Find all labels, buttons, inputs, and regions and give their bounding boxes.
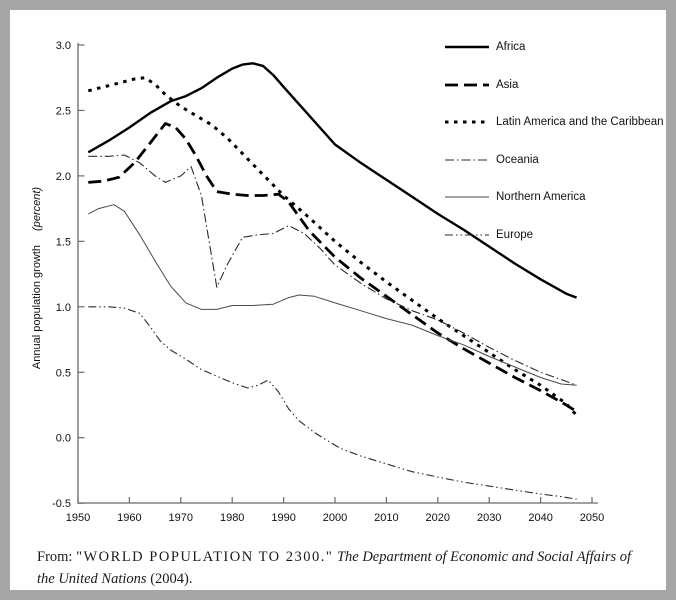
chart-legend: Africa Asia Latin America and the Caribbea… bbox=[444, 36, 664, 261]
legend-item-latin-america-and-the-caribbean: Latin America and the Caribbean bbox=[444, 111, 664, 133]
legend-label: Asia bbox=[496, 78, 519, 91]
y-tick-label: 2.0 bbox=[56, 171, 71, 183]
legend-label: Africa bbox=[496, 41, 526, 53]
x-tick-label: 1950 bbox=[66, 512, 90, 524]
y-tick-label: 3.0 bbox=[56, 40, 71, 52]
legend-line-sample-africa bbox=[445, 45, 489, 49]
legend-item-northern-america: Northern America bbox=[444, 186, 664, 208]
x-tick-label: 2020 bbox=[426, 512, 450, 524]
caption-from-label: From: bbox=[37, 549, 73, 565]
y-tick-label: 2.5 bbox=[56, 105, 71, 117]
caption-year: (2004). bbox=[150, 570, 193, 587]
series-line-africa bbox=[87, 62, 578, 299]
legend-line-sample-latin-america-and-the-caribbean bbox=[445, 120, 489, 124]
x-tick-label: 1970 bbox=[169, 512, 193, 524]
legend-item-asia: Asia bbox=[444, 74, 664, 96]
population-growth-chart: Annual population growth(percent) 3.0 2.5… bbox=[31, 40, 604, 524]
x-tick-label: 1980 bbox=[220, 512, 244, 524]
legend-label: Northern America bbox=[496, 191, 586, 203]
x-tick-label: 2050 bbox=[580, 512, 604, 524]
x-tick-label: 2040 bbox=[528, 512, 552, 524]
x-tick-label: 1960 bbox=[117, 512, 141, 524]
legend-item-africa: Africa bbox=[444, 36, 664, 58]
caption-title: "WORLD POPULATION TO 2300." bbox=[76, 549, 334, 565]
x-tick-label: 1990 bbox=[271, 512, 295, 524]
source-caption: From: "WORLD POPULATION TO 2300." The De… bbox=[10, 537, 666, 590]
legend-label: Europe bbox=[496, 228, 534, 241]
y-tick-label: 0.5 bbox=[56, 367, 71, 379]
legend-line-sample-oceania bbox=[445, 158, 489, 161]
x-tick-label: 2030 bbox=[477, 512, 501, 524]
caption-source: The Department of Economic and Social Af… bbox=[37, 549, 632, 587]
legend-line-sample-europe bbox=[445, 233, 489, 236]
legend-item-oceania: Oceania bbox=[444, 149, 664, 171]
series-line-oceania bbox=[88, 154, 577, 386]
y-axis-title: Annual population growth(percent) bbox=[31, 187, 43, 370]
x-tick-label: 2010 bbox=[374, 512, 398, 524]
y-tick-label: 0.0 bbox=[56, 433, 71, 445]
x-tick-label: 2000 bbox=[323, 512, 347, 524]
legend-line-sample-asia bbox=[445, 83, 489, 86]
legend-item-europe: Europe bbox=[444, 224, 664, 246]
y-tick-label: 1.0 bbox=[56, 302, 71, 314]
series-line-europe bbox=[88, 306, 577, 500]
y-tick-label: -0.5 bbox=[52, 498, 71, 510]
y-tick-label: 1.5 bbox=[56, 236, 71, 248]
chart-area: Annual population growth(percent) 3.0 2.5… bbox=[10, 10, 666, 537]
legend-line-sample-northern-america bbox=[445, 196, 489, 198]
series-line-northern-america bbox=[88, 204, 577, 386]
legend-label: Oceania bbox=[496, 153, 539, 166]
series-line-latin-america-and-the-caribbean bbox=[87, 76, 578, 417]
legend-label: Latin America and the Caribbean bbox=[496, 116, 664, 128]
